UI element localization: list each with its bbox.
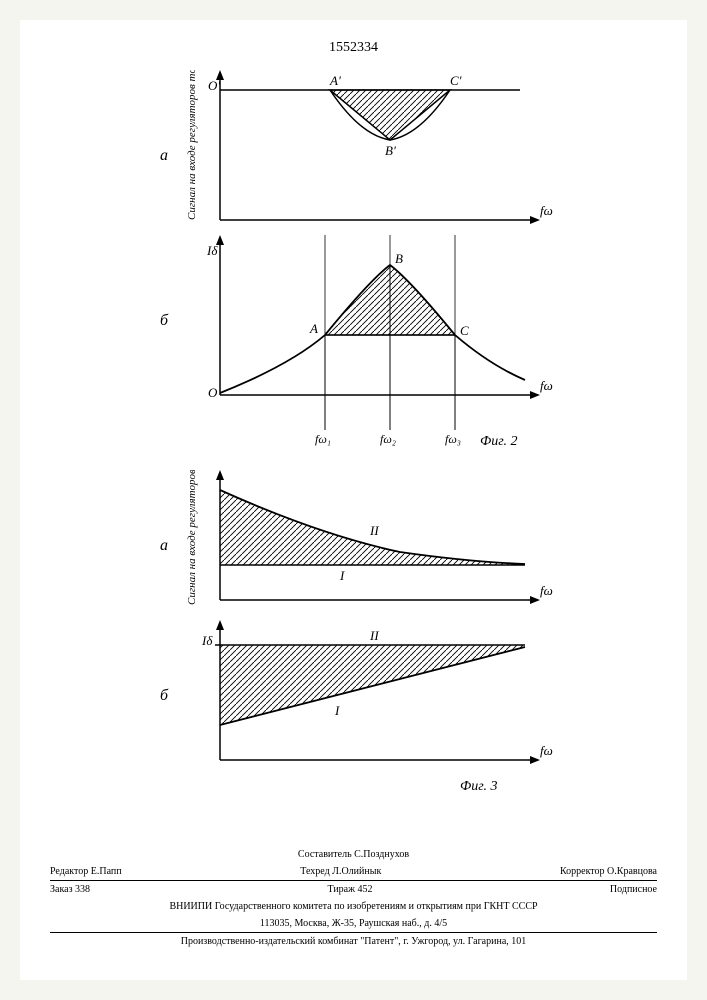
fig3-chart-b: I II Iδ fω б Фиг. 3 — [140, 620, 560, 800]
label-A: A — [309, 321, 318, 336]
subscription: Подписное — [610, 883, 657, 896]
label-O: O — [208, 385, 218, 400]
curve-II-3b: II — [369, 628, 379, 643]
panel-label-2a: а — [160, 147, 168, 164]
x-axis-label-3a: fω — [540, 583, 553, 598]
xtick-3: fω₃ — [445, 432, 461, 446]
y-axis-label-2a: Сигнал на входе регуляторов тока и часто… — [186, 70, 198, 220]
footer: Составитель С.Позднухов Редактор Е.Папп … — [20, 836, 687, 980]
panel-label-3a: а — [160, 537, 168, 554]
panel-label-3b: б — [160, 687, 169, 704]
corrector: Корректор О.Кравцова — [560, 865, 657, 878]
panel-label-2b: б — [160, 312, 169, 329]
fig2-chart-b: O A B C Iδ fω б fω₁ fω₂ fω₃ Фиг. 2 — [140, 235, 560, 455]
org1: ВНИИПИ Государственного комитета по изоб… — [50, 900, 657, 913]
label-C: C — [460, 323, 469, 338]
label-C-prime: C' — [450, 73, 462, 88]
addr1: 113035, Москва, Ж-35, Раушская наб., д. … — [50, 917, 657, 930]
y-axis-label-2b: Iδ — [206, 243, 218, 258]
page: 1552334 O' A' B' C' fω а Сигнал на входе… — [20, 20, 687, 980]
x-axis-label-2a: fω — [540, 203, 553, 218]
y-axis-label-3a: Сигнал на входе регуляторов тока и часто… — [186, 470, 198, 605]
curve-I-3a: I — [339, 568, 345, 583]
label-B: B — [395, 251, 403, 266]
patent-number: 1552334 — [329, 40, 378, 56]
order: Заказ 338 — [50, 883, 90, 896]
curve-II-3a: II — [369, 523, 379, 538]
techred: Техред Л.Олийнык — [300, 865, 381, 878]
y-axis-label-3b: Iδ — [201, 633, 213, 648]
x-axis-label-2b: fω — [540, 378, 553, 393]
fig2-caption: Фиг. 2 — [480, 434, 518, 449]
xtick-2: fω₂ — [380, 432, 396, 446]
org2: Производственно-издательский комбинат "П… — [50, 935, 657, 948]
curve-I-3b: I — [334, 703, 340, 718]
xtick-1: fω₁ — [315, 432, 331, 446]
label-B-prime: B' — [385, 143, 396, 158]
fig3-caption: Фиг. 3 — [460, 779, 498, 794]
label-A-prime: A' — [329, 73, 341, 88]
fig3-chart-a: I II fω а Сигнал на входе регуляторов то… — [140, 470, 560, 620]
x-axis-label-3b: fω — [540, 743, 553, 758]
label-O-prime: O' — [208, 78, 220, 93]
compiler: Составитель С.Позднухов — [298, 848, 409, 861]
editor: Редактор Е.Папп — [50, 865, 122, 878]
fig2-chart-a: O' A' B' C' fω а Сигнал на входе регулят… — [140, 70, 560, 240]
tirazh: Тираж 452 — [327, 883, 372, 896]
